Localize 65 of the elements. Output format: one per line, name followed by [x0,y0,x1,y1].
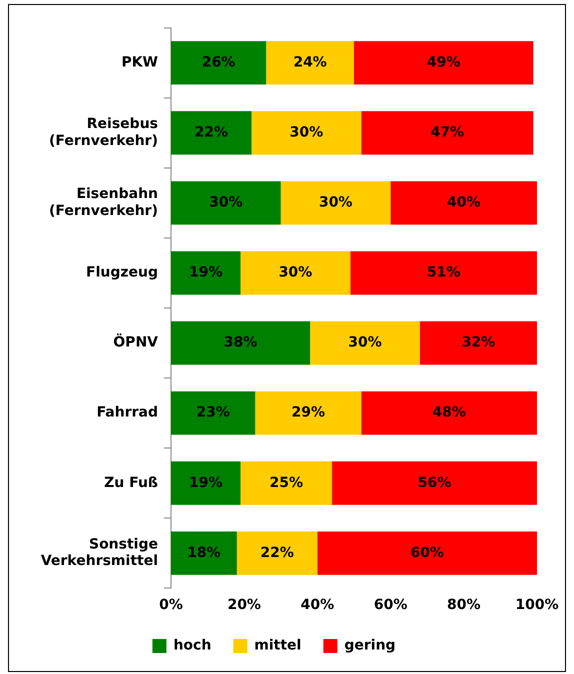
data-label: 30% [318,194,352,211]
data-label: 22% [260,544,294,561]
bar [280,181,391,225]
data-label: 30% [290,124,324,141]
data-label: 25% [270,474,304,491]
bar [171,181,281,225]
y-tick-label: Zu Fuß [104,474,158,491]
bar [255,391,362,435]
bar [310,321,420,365]
x-tick-label: 20% [227,597,261,614]
data-label: 18% [187,544,221,561]
data-label: 51% [426,264,460,281]
bar [350,251,537,295]
bar [171,391,256,435]
y-tick-label: ÖPNV [113,334,158,351]
data-label: 26% [202,54,236,70]
bar [240,251,350,295]
y-tick-label: PKW [121,54,158,70]
data-label: 30% [209,194,243,211]
bar [361,391,537,435]
y-tick-label: Sonstige Verkehrsmittel [40,536,158,570]
data-label: 56% [418,474,452,491]
data-label: 24% [293,54,327,70]
bar [390,181,537,225]
x-tick-label: 0% [159,597,183,614]
bar [317,531,537,575]
data-label: 19% [189,264,223,281]
data-label: 48% [432,404,466,421]
y-tick-label: Eisenbahn (Fernverkehr) [49,186,158,219]
y-tick-label: Fahrrad [96,404,158,421]
bar [171,41,266,85]
bar [236,531,318,575]
bar [354,41,534,85]
bar [332,461,537,505]
data-label: 23% [196,404,230,421]
legend-label: hoch [173,638,212,654]
data-label: 38% [224,334,258,351]
bar [240,461,332,505]
data-label: 60% [410,544,444,561]
bar [266,41,354,85]
data-label: 49% [426,54,460,70]
bar [171,531,237,575]
legend-label: gering [344,638,396,654]
bar [171,321,310,365]
data-label: 30% [278,264,312,281]
x-tick-label: 100% [515,597,559,614]
x-tick-label: 40% [300,597,334,614]
bar [171,461,241,505]
data-label: 32% [462,334,496,351]
legend-label: mittel [254,638,302,654]
data-label: 29% [291,404,326,421]
x-tick-label: 80% [447,597,481,614]
y-tick-label: Reisebus (Fernverkehr) [49,116,158,149]
data-label: 19% [189,474,223,491]
bar [361,111,534,155]
bar [171,111,252,155]
bar [420,321,537,365]
bar [252,111,362,155]
x-tick-label: 60% [374,597,408,614]
data-label: 30% [348,334,382,351]
data-label: 47% [430,124,464,141]
data-label: 40% [447,194,481,211]
y-tick-label: Flugzeug [86,264,158,281]
bar [171,251,241,295]
data-label: 22% [194,124,228,141]
